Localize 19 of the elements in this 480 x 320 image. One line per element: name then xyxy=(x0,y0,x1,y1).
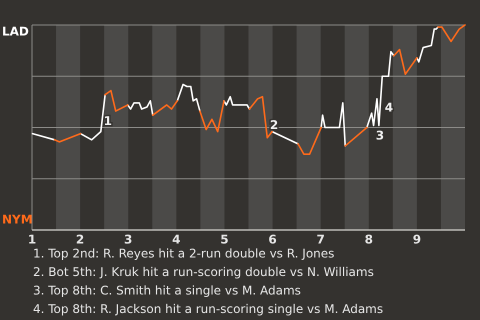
annotation: 4 xyxy=(384,100,394,115)
x-tick-label: 5 xyxy=(220,232,229,246)
text: 3. Top 8th: C. Smith hit a single vs M. Adams xyxy=(33,283,301,298)
annotation: 1 xyxy=(104,114,112,128)
text: 2. Bot 5th: J. Kruk hit a run-scoring double vs N. Williams xyxy=(33,264,374,279)
text: 1. Top 2nd: R. Reyes hit a 2-run double vs R. Jones xyxy=(33,246,334,260)
text: LAD xyxy=(2,24,29,38)
x-tick-label: 6 xyxy=(268,232,277,246)
annotation: 3 xyxy=(376,128,384,143)
x-tick-label: 9 xyxy=(412,232,422,246)
annotation: 2 xyxy=(270,118,278,132)
x-tick-label: 8 xyxy=(364,232,373,246)
text: 4. Top 8th: R. Jackson hit a run-scoring single vs M. Adams xyxy=(33,302,384,316)
x-tick-label: 2 xyxy=(76,232,84,246)
x-tick-label: 7 xyxy=(316,232,325,246)
x-tick-label: 3 xyxy=(124,232,132,246)
x-tick-label: 4 xyxy=(172,232,181,246)
x-tick-label: 1 xyxy=(28,232,36,246)
annotation: NYM xyxy=(2,212,33,226)
